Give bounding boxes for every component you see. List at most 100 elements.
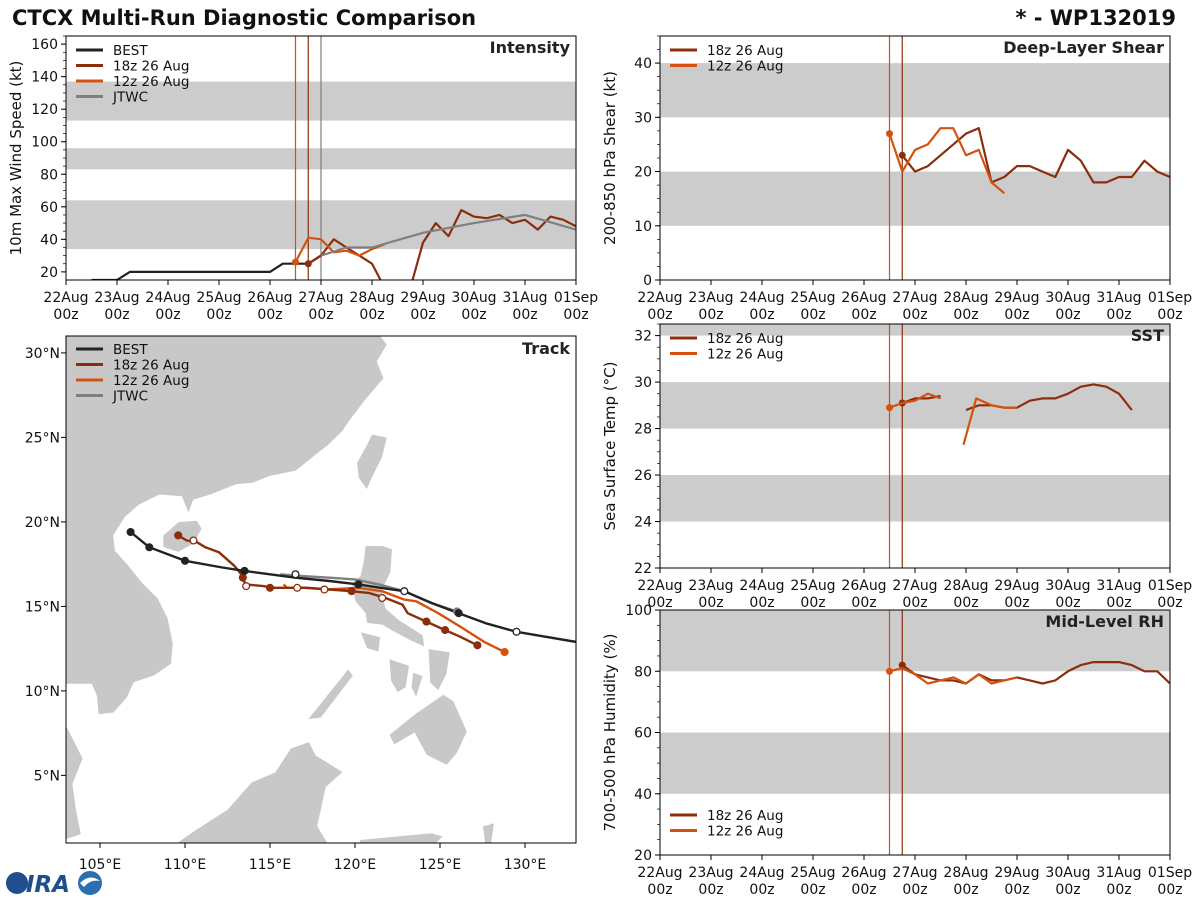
- sst-band: [660, 475, 1170, 522]
- shear-xtick-date: 31Aug: [1096, 290, 1141, 306]
- shear-ytick-label: 20: [634, 165, 652, 181]
- sst-band: [660, 382, 1170, 429]
- rh-xtick-date: 22Aug: [637, 865, 682, 881]
- track-legend-label: JTWC: [112, 389, 148, 405]
- track-frame: [65, 335, 577, 844]
- intensity-xtick-hour: 00z: [461, 307, 486, 323]
- rh-xtick-hour: 00z: [800, 882, 825, 898]
- rh-xtick-hour: 00z: [851, 882, 876, 898]
- shear-xtick-date: 22Aug: [637, 290, 682, 306]
- rh-ytick-label: 80: [634, 664, 652, 680]
- land-mindanao: [388, 693, 468, 766]
- rh-xtick-date: 27Aug: [892, 865, 937, 881]
- land-asia: [66, 336, 388, 716]
- track-point-r18: [441, 626, 450, 635]
- rh-xtick-date: 01Sep: [1148, 865, 1192, 881]
- track-panel-title: Track: [522, 339, 570, 358]
- sst-xtick-date: 28Aug: [943, 578, 988, 594]
- shear-xtick-hour: 00z: [902, 307, 927, 323]
- rh-ylabel: 700-500 hPa Humidity (%): [601, 633, 619, 831]
- track-map: [66, 336, 576, 843]
- rh-xtick-hour: 00z: [902, 882, 927, 898]
- shear-xtick-date: 26Aug: [841, 290, 886, 306]
- track-point-r18: [422, 617, 431, 626]
- rh-xtick-date: 31Aug: [1096, 865, 1141, 881]
- shear-start-point: [886, 130, 893, 138]
- shear-series-r12: [888, 127, 1006, 195]
- shear-xtick-hour: 00z: [1106, 307, 1131, 323]
- intensity-xtick-date: 27Aug: [298, 290, 343, 306]
- rh-xtick-hour: 00z: [1106, 882, 1131, 898]
- intensity-xtick-hour: 00z: [308, 307, 333, 323]
- rh-xtick-hour: 00z: [1055, 882, 1080, 898]
- shear-ytick-label: 40: [634, 56, 652, 72]
- track-legend-label: 12z 26 Aug: [113, 373, 189, 389]
- track-point-r18: [473, 641, 482, 650]
- sst-panel-title: SST: [1131, 326, 1164, 345]
- track-ytick-label: 5°N: [34, 768, 60, 784]
- intensity-ytick-label: 80: [40, 167, 58, 183]
- sst-xtick-hour: 00z: [698, 595, 723, 611]
- sst-xtick-date: 24Aug: [739, 578, 784, 594]
- track-point-best: [145, 543, 154, 552]
- shear-xtick-hour: 00z: [698, 307, 723, 323]
- rh-panel-title: Mid-Level RH: [1045, 612, 1164, 631]
- track-xtick-label: 125°E: [419, 857, 462, 873]
- intensity-xtick-hour: 00z: [155, 307, 180, 323]
- shear-legend-label: 12z 26 Aug: [707, 59, 783, 75]
- rh-xtick-hour: 00z: [953, 882, 978, 898]
- intensity-series-r12: [294, 236, 386, 263]
- sst-xtick-date: 31Aug: [1096, 578, 1141, 594]
- track-point-best: [512, 627, 521, 636]
- track-xtick-label: 105°E: [79, 857, 122, 873]
- intensity-ytick-label: 60: [40, 200, 58, 216]
- intensity-xtick-date: 01Sep: [554, 290, 598, 306]
- sst-xtick-date: 22Aug: [637, 578, 682, 594]
- rh-legend-label: 18z 26 Aug: [707, 808, 783, 824]
- track-point-r18: [320, 585, 329, 594]
- rh-xtick-date: 29Aug: [994, 865, 1039, 881]
- sst-ylabel: Sea Surface Temp (°C): [601, 361, 619, 530]
- intensity-series-best: [91, 254, 322, 280]
- panels: 2040608010012014016022Aug00z23Aug00z24Au…: [7, 35, 1192, 898]
- track-point-best: [240, 566, 249, 575]
- track-xtick-label: 130°E: [504, 857, 547, 873]
- rh-panel: 2040608010022Aug00z23Aug00z24Aug00z25Aug…: [601, 603, 1192, 898]
- land-mindoro: [359, 631, 381, 653]
- track-point-best: [180, 556, 190, 565]
- sst-xtick-hour: 00z: [851, 595, 876, 611]
- intensity-xtick-date: 28Aug: [349, 290, 394, 306]
- track-panel: 105°E 110°E 115°E 120°E 125°E 130°E 5°N 10°N 15°…: [25, 335, 577, 873]
- rh-ytick-label: 20: [634, 848, 652, 864]
- intensity-xtick-date: 31Aug: [502, 290, 547, 306]
- intensity-xtick-hour: 00z: [257, 307, 282, 323]
- land-malaya: [66, 724, 84, 841]
- rh-xtick-date: 24Aug: [739, 865, 784, 881]
- intensity-xtick-date: 24Aug: [145, 290, 190, 306]
- sst-xtick-hour: 00z: [800, 595, 825, 611]
- land-samar-leyte: [427, 648, 451, 692]
- sst-ytick-label: 28: [634, 422, 652, 438]
- track-point-best: [400, 587, 409, 596]
- shear-band: [660, 171, 1170, 226]
- rh-band: [660, 732, 1170, 794]
- intensity-xtick-date: 23Aug: [94, 290, 139, 306]
- sst-xtick-hour: 00z: [1055, 595, 1080, 611]
- shear-xtick-date: 27Aug: [892, 290, 937, 306]
- intensity-xtick-hour: 00z: [206, 307, 231, 323]
- rh-ytick-label: 100: [625, 603, 652, 619]
- intensity-series-jtwc: [320, 213, 576, 257]
- track-point-r18: [378, 593, 387, 602]
- shear-xtick-date: 25Aug: [790, 290, 835, 306]
- sst-xtick-date: 01Sep: [1148, 578, 1192, 594]
- sst-xtick-hour: 00z: [953, 595, 978, 611]
- track-ytick-label: 30°N: [25, 346, 60, 362]
- shear-xtick-hour: 00z: [1055, 307, 1080, 323]
- track-point-r12: [500, 647, 509, 657]
- track-point-r18: [293, 583, 302, 592]
- sst-xtick-date: 27Aug: [892, 578, 937, 594]
- intensity-ytick-label: 140: [31, 70, 58, 86]
- track-point-r18: [174, 531, 183, 540]
- shear-xtick-date: 29Aug: [994, 290, 1039, 306]
